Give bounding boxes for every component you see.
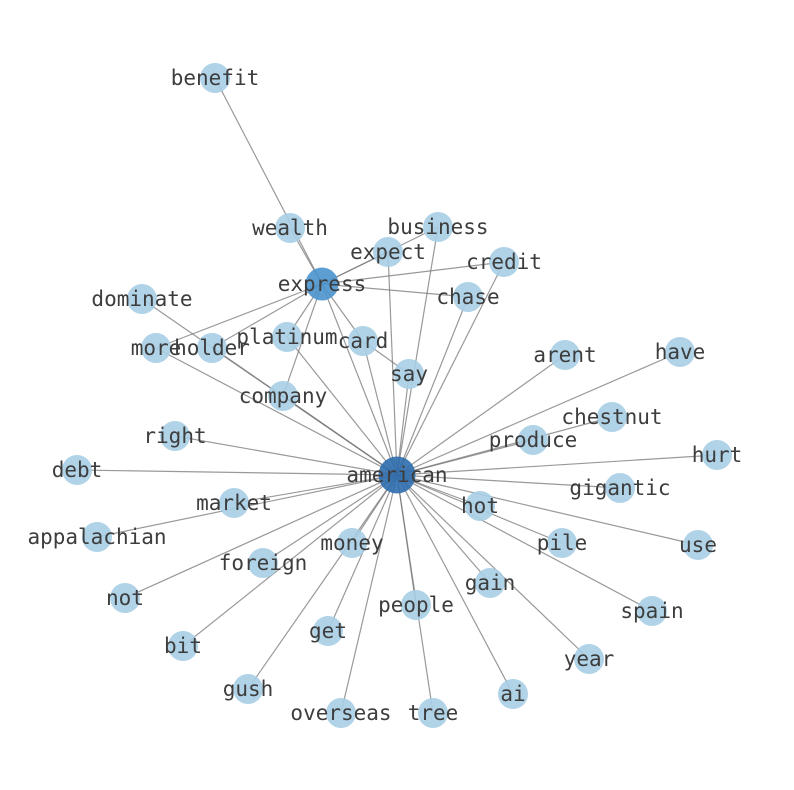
edge-american-spain (396, 474, 653, 612)
node-hot (465, 491, 495, 521)
edge-american-arent (396, 354, 566, 476)
edge-american-have (396, 351, 681, 476)
node-wealth (275, 213, 305, 243)
node-hurt (702, 440, 732, 470)
edge-american-overseas (340, 474, 398, 714)
node-spain (637, 596, 667, 626)
node-more (141, 333, 171, 363)
node-chase (453, 282, 483, 312)
node-get (313, 616, 343, 646)
node-say (394, 359, 424, 389)
edge-american-expect (387, 251, 398, 476)
node-people (401, 590, 431, 620)
node-business (423, 212, 453, 242)
edge-american-ai (396, 474, 514, 695)
nodes-layer (62, 63, 732, 728)
edge-american-gain (396, 474, 491, 584)
node-platinum (272, 322, 302, 352)
edge-express-holder (211, 283, 323, 349)
node-tree (418, 698, 448, 728)
node-have (665, 337, 695, 367)
node-foreign (248, 548, 278, 578)
node-debt (62, 455, 92, 485)
edge-american-year (396, 474, 590, 660)
edge-american-gush (247, 474, 398, 690)
edge-american-credit (396, 261, 505, 476)
edge-express-chase (321, 283, 469, 298)
node-arent (550, 340, 580, 370)
edge-american-platinum (286, 336, 398, 476)
edge-express-company (282, 283, 323, 397)
node-pile (547, 528, 577, 558)
node-use (683, 530, 713, 560)
node-not (110, 583, 140, 613)
node-holder (197, 333, 227, 363)
node-benefit (200, 63, 230, 93)
node-chestnut (597, 402, 627, 432)
edge-american-hurt (396, 454, 718, 476)
node-gush (233, 674, 263, 704)
node-gigantic (605, 473, 635, 503)
edge-express-benefit (214, 77, 323, 285)
node-ai (498, 679, 528, 709)
edge-american-more (155, 347, 398, 476)
node-produce (518, 425, 548, 455)
edge-american-chase (396, 296, 469, 476)
node-right (160, 421, 190, 451)
edge-american-card (362, 340, 398, 476)
node-credit (489, 247, 519, 277)
node-dominate (127, 284, 157, 314)
edge-american-use (396, 474, 699, 546)
node-appalachian (82, 522, 112, 552)
node-american (378, 456, 416, 494)
edge-american-business (396, 226, 439, 476)
node-card (348, 326, 378, 356)
node-gain (475, 568, 505, 598)
edge-american-dominate (141, 298, 398, 476)
node-express (305, 267, 339, 301)
node-company (268, 381, 298, 411)
edge-american-gigantic (396, 474, 621, 489)
node-money (337, 528, 367, 558)
edge-american-not (124, 474, 398, 599)
edge-express-credit (321, 261, 505, 285)
node-expect (373, 237, 403, 267)
edge-express-more (155, 283, 323, 349)
edge-american-foreign (262, 474, 398, 564)
edge-american-express (321, 283, 398, 476)
edge-american-right (174, 435, 398, 476)
node-year (574, 644, 604, 674)
node-market (219, 488, 249, 518)
edge-american-market (233, 474, 398, 504)
edge-american-bit (182, 474, 398, 647)
edge-american-chestnut (396, 416, 613, 476)
edges-layer (76, 77, 718, 714)
edge-american-debt (76, 469, 398, 476)
node-overseas (326, 698, 356, 728)
node-bit (168, 631, 198, 661)
